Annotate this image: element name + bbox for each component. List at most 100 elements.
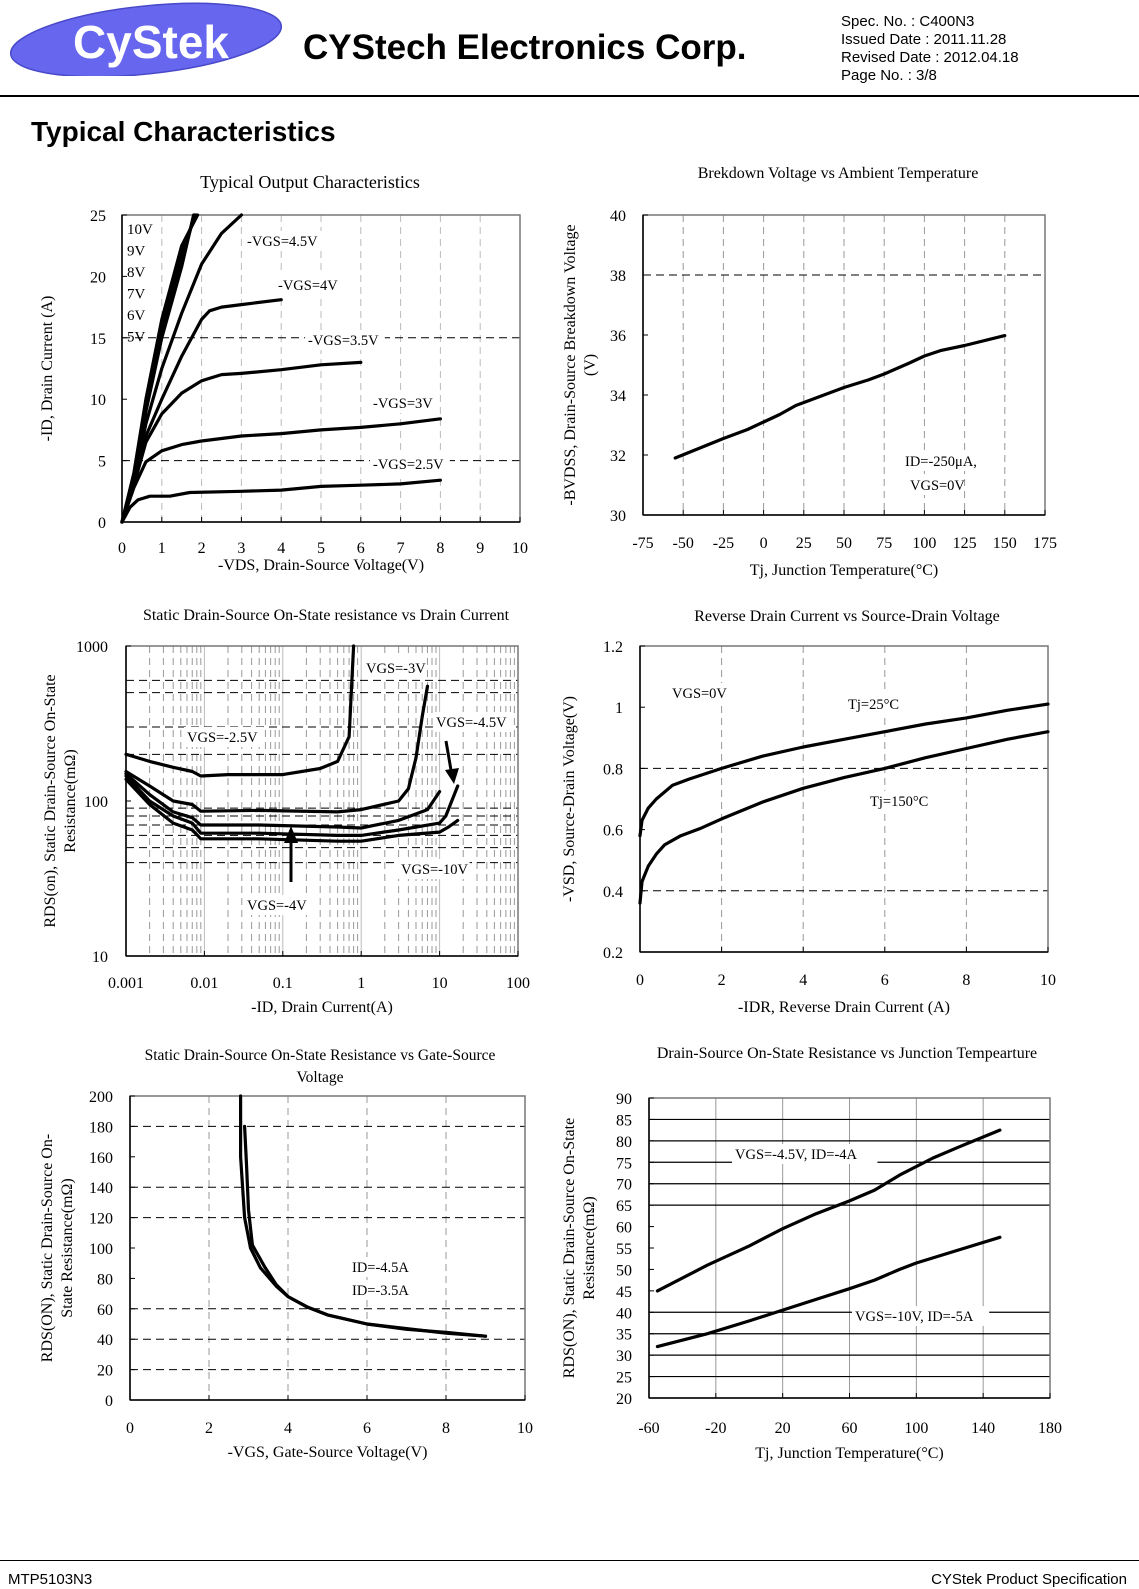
logo-text: CyStek xyxy=(73,16,229,68)
y-tick-labels: 0 5 10 15 20 25 xyxy=(90,208,127,532)
annotation-bg xyxy=(275,275,339,295)
y-tick-label: 90 xyxy=(616,1091,632,1108)
x-tick-label: 0 xyxy=(636,972,644,989)
annotations: VGS=-4.5V, ID=-4A VGS=-10V, ID=-5A xyxy=(732,1144,990,1326)
y-tick-label: 36 xyxy=(610,328,626,345)
footer-divider xyxy=(0,1560,1139,1561)
x-tick-label: 140 xyxy=(971,1420,995,1437)
y-axis-label: RDS(ON), Static Drain-Source On- xyxy=(39,1134,56,1362)
annotation-bg xyxy=(907,475,963,495)
y-axis-label: RDS(ON), Static Drain-Source On-State xyxy=(561,1118,578,1378)
annotations: ID=-4.5A ID=-3.5A xyxy=(349,1257,421,1300)
document-label: CYStek Product Specification xyxy=(931,1571,1127,1588)
legend-label: 10V xyxy=(127,222,153,238)
annotation-label: VGS=-4.5V xyxy=(436,715,507,731)
y-tick-label: 0.2 xyxy=(603,945,623,962)
y-axis-label: (V) xyxy=(582,354,599,376)
x-tick-label: 10 xyxy=(1040,972,1056,989)
annotation-label: Tj=150°C xyxy=(870,794,928,810)
y-tick-label: 65 xyxy=(616,1198,632,1215)
annotation-label: VGS=0V xyxy=(910,478,965,494)
annotation-label: -VGS=4.5V xyxy=(247,234,318,250)
chart-rds-vs-tj: Drain-Source On-State Resistance vs Junc… xyxy=(561,1045,1062,1462)
annotation-label: VGS=-4V xyxy=(247,898,307,914)
y-tick-label: 1 xyxy=(615,700,623,717)
y-tick-label: 35 xyxy=(616,1327,632,1344)
annotation-bg xyxy=(370,454,450,474)
x-tick-label: 0 xyxy=(118,540,126,557)
x-tick-label: 50 xyxy=(836,535,852,552)
legend-label: 5V xyxy=(127,330,146,346)
y-tick-label: 1.2 xyxy=(603,639,623,656)
chart-title: Static Drain-Source On-State Resistance … xyxy=(145,1047,496,1064)
x-tick-label: 125 xyxy=(953,535,977,552)
x-tick-label: 60 xyxy=(842,1420,858,1437)
y-tick-label: 45 xyxy=(616,1284,632,1301)
annotation-label: VGS=-4.5V, ID=-4A xyxy=(735,1147,858,1163)
x-tick-label: -60 xyxy=(638,1420,659,1437)
y-tick-label: 0.6 xyxy=(603,823,623,840)
y-tick-label: 0 xyxy=(105,1393,113,1410)
y-tick-labels: 20 25 30 35 40 45 50 55 60 65 70 75 80 85 90 xyxy=(616,1091,654,1408)
y-tick-labels: 30 32 34 36 38 40 xyxy=(610,208,648,525)
y-tick-label: 85 xyxy=(616,1112,632,1129)
x-tick-label: 4 xyxy=(799,972,807,989)
series-group xyxy=(239,1094,488,1338)
x-tick-label: -75 xyxy=(632,535,653,552)
spec-number: Spec. No. : C400N3 xyxy=(841,13,975,30)
annotation-bg xyxy=(845,694,909,714)
x-tick-label: 2 xyxy=(718,972,726,989)
y-tick-label: 60 xyxy=(616,1220,632,1237)
x-tick-labels: 0 2 4 6 8 10 xyxy=(636,947,1056,989)
x-tick-label: 100 xyxy=(912,535,936,552)
y-tick-label: 160 xyxy=(89,1150,113,1167)
part-number: MTP5103N3 xyxy=(8,1571,93,1588)
series-line xyxy=(239,1094,488,1338)
vertical-gridlines xyxy=(125,646,515,956)
x-tick-label: -25 xyxy=(713,535,734,552)
legend-label: 8V xyxy=(127,265,146,281)
x-axis-label: Tj, Junction Temperature(°C) xyxy=(755,1445,943,1462)
annotation-bg xyxy=(398,859,470,879)
x-tick-label: 0.1 xyxy=(273,975,293,992)
x-tick-label: 175 xyxy=(1033,535,1057,552)
y-tick-label: 1000 xyxy=(76,639,108,656)
annotation-label: VGS=0V xyxy=(672,686,727,702)
series-group xyxy=(673,334,1007,460)
annotation-label: VGS=-10V, ID=-5A xyxy=(855,1309,974,1325)
series-line xyxy=(124,644,356,778)
y-axis-label: -VSD, Source-Drain Voltage(V) xyxy=(561,696,578,902)
y-tick-label: 20 xyxy=(97,1363,113,1380)
page-number: Page No. : 3/8 xyxy=(841,67,937,84)
y-tick-label: 60 xyxy=(97,1302,113,1319)
annotation-bg xyxy=(732,1144,878,1164)
annotation-label: Tj=25°C xyxy=(848,697,899,713)
y-tick-label: 20 xyxy=(616,1391,632,1408)
y-tick-label: 10 xyxy=(90,392,106,409)
y-axis-label: State Resistance(mΩ) xyxy=(59,1178,76,1317)
y-tick-label: 30 xyxy=(610,508,626,525)
x-tick-label: 75 xyxy=(876,535,892,552)
y-tick-label: 100 xyxy=(84,794,108,811)
x-tick-label: 25 xyxy=(796,535,812,552)
chart-title: Static Drain-Source On-State resistance … xyxy=(143,607,510,624)
chart-title: Brekdown Voltage vs Ambient Temperature xyxy=(698,165,979,182)
series-line xyxy=(120,478,442,524)
y-axis-label: RDS(on), Static Drain-Source On-State xyxy=(42,674,59,927)
y-tick-label: 80 xyxy=(616,1134,632,1151)
vertical-gridlines xyxy=(682,215,1006,515)
y-tick-label: 200 xyxy=(89,1089,113,1106)
y-tick-label: 40 xyxy=(610,208,626,225)
y-tick-label: 30 xyxy=(616,1348,632,1365)
annotation-label: -VGS=3V xyxy=(373,396,433,412)
x-tick-label: 2 xyxy=(205,1420,213,1437)
annotation-label: ID=-250μA, xyxy=(905,454,977,470)
vertical-gridlines xyxy=(161,215,481,522)
x-axis-label: Tj, Junction Temperature(°C) xyxy=(750,562,938,579)
x-tick-label: -50 xyxy=(673,535,694,552)
vertical-gridlines xyxy=(208,1096,447,1400)
arrowhead-icon xyxy=(284,826,298,843)
annotation-bg xyxy=(669,683,725,703)
annotation-bg xyxy=(184,727,264,747)
x-axis-label: -VGS, Gate-Source Voltage(V) xyxy=(228,1444,428,1461)
